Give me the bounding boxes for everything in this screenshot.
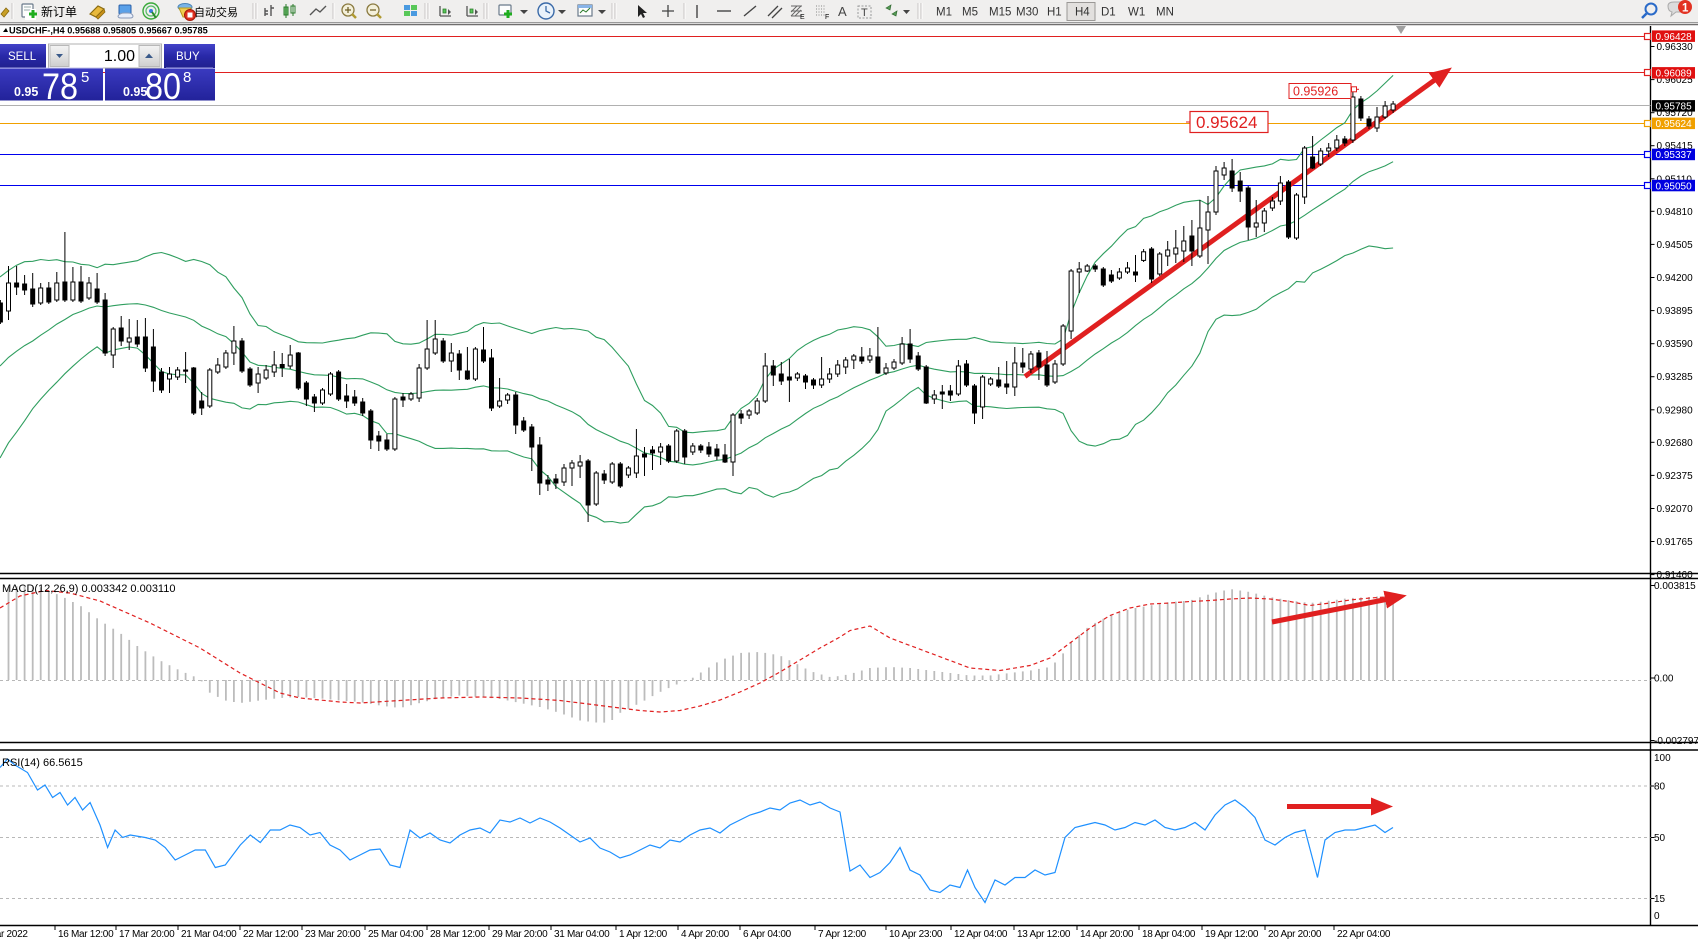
svg-text:F: F	[825, 14, 829, 21]
svg-text:0.94505: 0.94505	[1657, 240, 1694, 251]
svg-text:15: 15	[1654, 894, 1666, 905]
svg-text:T: T	[861, 7, 868, 19]
svg-text:M30: M30	[1016, 7, 1038, 19]
svg-text:自动交易: 自动交易	[194, 5, 238, 19]
svg-text:8: 8	[183, 69, 191, 86]
svg-text:1: 1	[1682, 3, 1689, 15]
svg-text:1 Apr 12:00: 1 Apr 12:00	[619, 929, 668, 940]
svg-text:78: 78	[42, 66, 78, 107]
svg-text:0.95624: 0.95624	[1656, 119, 1693, 130]
svg-text:0.95415: 0.95415	[1657, 141, 1694, 152]
svg-text:0.96428: 0.96428	[1656, 32, 1693, 43]
svg-text:USDCHF-,H4 0.95688 0.95805 0.: USDCHF-,H4 0.95688 0.95805 0.95667 0.957…	[9, 26, 208, 36]
svg-text:MACD(12,26,9) 0.003342 0.00311: MACD(12,26,9) 0.003342 0.003110	[2, 583, 175, 595]
svg-text:0.94200: 0.94200	[1657, 273, 1694, 284]
svg-text:0: 0	[1654, 911, 1660, 922]
svg-text:0.92980: 0.92980	[1657, 405, 1694, 416]
svg-text:0.95720: 0.95720	[1657, 108, 1694, 119]
svg-text:0.95624: 0.95624	[1196, 113, 1257, 132]
svg-text:14 Apr 20:00: 14 Apr 20:00	[1080, 929, 1134, 940]
svg-text:100: 100	[1654, 753, 1671, 764]
svg-text:80: 80	[1654, 782, 1666, 793]
svg-text:0.91460: 0.91460	[1657, 570, 1694, 581]
svg-text:0.93895: 0.93895	[1657, 306, 1694, 317]
svg-text:0.95050: 0.95050	[1656, 181, 1693, 192]
svg-text:6 Apr 04:00: 6 Apr 04:00	[743, 929, 792, 940]
svg-text:0.92070: 0.92070	[1657, 504, 1694, 515]
svg-text:M5: M5	[962, 7, 978, 19]
svg-text:19 Apr 12:00: 19 Apr 12:00	[1205, 929, 1259, 940]
svg-text:5: 5	[81, 69, 89, 86]
svg-text:0.95926: 0.95926	[1293, 85, 1338, 99]
svg-text:25 Mar 04:00: 25 Mar 04:00	[368, 929, 424, 940]
svg-text:W1: W1	[1128, 7, 1145, 19]
svg-text:7 Apr 12:00: 7 Apr 12:00	[818, 929, 867, 940]
svg-text:0.92375: 0.92375	[1657, 471, 1694, 482]
svg-text:0.00: 0.00	[1654, 674, 1674, 685]
svg-text:10 Apr 23:00: 10 Apr 23:00	[889, 929, 943, 940]
svg-text:-0.002797: -0.002797	[1654, 736, 1698, 747]
svg-text:0.93285: 0.93285	[1657, 372, 1694, 383]
svg-text:BUY: BUY	[176, 51, 200, 63]
svg-text:0.93590: 0.93590	[1657, 339, 1694, 350]
svg-text:20 Apr 20:00: 20 Apr 20:00	[1268, 929, 1322, 940]
svg-text:31 Mar 04:00: 31 Mar 04:00	[554, 929, 610, 940]
svg-text:29 Mar 20:00: 29 Mar 20:00	[492, 929, 548, 940]
svg-text:0.95: 0.95	[14, 85, 38, 99]
svg-text:0.96025: 0.96025	[1657, 75, 1694, 86]
svg-text:M15: M15	[989, 7, 1011, 19]
svg-text:0.92680: 0.92680	[1657, 438, 1694, 449]
svg-text:A: A	[838, 4, 847, 19]
svg-text:新订单: 新订单	[41, 4, 77, 19]
svg-text:18 Apr 04:00: 18 Apr 04:00	[1142, 929, 1196, 940]
svg-text:D1: D1	[1101, 7, 1116, 19]
svg-text:0.003815: 0.003815	[1654, 581, 1696, 592]
svg-text:0.91765: 0.91765	[1657, 537, 1694, 548]
svg-text:MN: MN	[1156, 7, 1174, 19]
svg-text:13 Apr 12:00: 13 Apr 12:00	[1017, 929, 1071, 940]
svg-text:50: 50	[1654, 833, 1666, 844]
svg-text:23 Mar 20:00: 23 Mar 20:00	[305, 929, 361, 940]
svg-text:17 Mar 20:00: 17 Mar 20:00	[119, 929, 175, 940]
svg-text:4 Apr 20:00: 4 Apr 20:00	[681, 929, 730, 940]
svg-text:E: E	[800, 14, 805, 21]
svg-text:80: 80	[145, 66, 181, 107]
svg-text:H4: H4	[1075, 7, 1090, 19]
svg-text:0.94810: 0.94810	[1657, 207, 1694, 218]
svg-text:16 Mar 12:00: 16 Mar 12:00	[58, 929, 114, 940]
svg-text:0.95: 0.95	[123, 85, 147, 99]
svg-text:0.95337: 0.95337	[1656, 150, 1693, 161]
svg-text:1.00: 1.00	[104, 48, 135, 65]
svg-text:RSI(14) 66.5615: RSI(14) 66.5615	[2, 757, 83, 769]
svg-text:28 Mar 12:00: 28 Mar 12:00	[430, 929, 486, 940]
svg-text:12 Apr 04:00: 12 Apr 04:00	[954, 929, 1008, 940]
svg-text:H1: H1	[1047, 7, 1062, 19]
svg-text:22 Apr 04:00: 22 Apr 04:00	[1337, 929, 1391, 940]
svg-text:M1: M1	[936, 7, 952, 19]
svg-text:0.95785: 0.95785	[1656, 102, 1693, 113]
svg-text:5 Mar 2022: 5 Mar 2022	[0, 929, 28, 940]
svg-text:21 Mar 04:00: 21 Mar 04:00	[181, 929, 237, 940]
svg-text:SELL: SELL	[8, 51, 37, 63]
svg-text:0.96330: 0.96330	[1657, 42, 1694, 53]
svg-text:22 Mar 12:00: 22 Mar 12:00	[243, 929, 299, 940]
svg-text:0.96089: 0.96089	[1656, 69, 1693, 80]
